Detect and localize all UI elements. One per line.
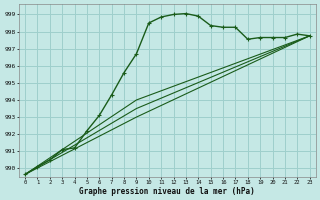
X-axis label: Graphe pression niveau de la mer (hPa): Graphe pression niveau de la mer (hPa) — [79, 187, 255, 196]
